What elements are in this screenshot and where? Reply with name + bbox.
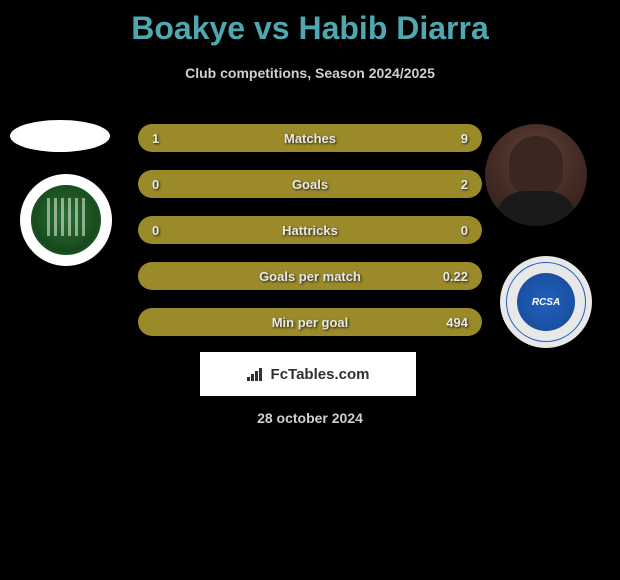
chart-icon: [247, 367, 265, 381]
comparison-title: Boakye vs Habib Diarra: [0, 0, 620, 47]
stat-label: Hattricks: [138, 223, 482, 238]
stat-right-value: 494: [446, 315, 468, 330]
stat-row-goals-per-match: Goals per match 0.22: [138, 262, 482, 290]
stats-area: 1 Matches 9 0 Goals 2 0 Hattricks 0 Goal…: [138, 124, 482, 354]
stat-left-value: 0: [152, 177, 159, 192]
stat-label: Matches: [138, 131, 482, 146]
branding-box: FcTables.com: [200, 352, 416, 396]
player-right-avatar: [485, 124, 587, 226]
club-right-badge: RCSA: [500, 256, 592, 348]
stat-label: Min per goal: [138, 315, 482, 330]
stat-row-hattricks: 0 Hattricks 0: [138, 216, 482, 244]
branding-text: FcTables.com: [271, 366, 370, 383]
comparison-subtitle: Club competitions, Season 2024/2025: [0, 65, 620, 81]
stat-row-matches: 1 Matches 9: [138, 124, 482, 152]
stat-row-goals: 0 Goals 2: [138, 170, 482, 198]
stat-left-value: 1: [152, 131, 159, 146]
stat-left-value: 0: [152, 223, 159, 238]
stat-right-value: 2: [461, 177, 468, 192]
stat-label: Goals per match: [138, 269, 482, 284]
stat-label: Goals: [138, 177, 482, 192]
club-left-badge: [20, 174, 112, 266]
stat-right-value: 0: [461, 223, 468, 238]
stat-row-min-per-goal: Min per goal 494: [138, 308, 482, 336]
date-label: 28 october 2024: [0, 410, 620, 426]
player-left-avatar: [10, 120, 110, 152]
stat-right-value: 9: [461, 131, 468, 146]
stat-right-value: 0.22: [443, 269, 468, 284]
